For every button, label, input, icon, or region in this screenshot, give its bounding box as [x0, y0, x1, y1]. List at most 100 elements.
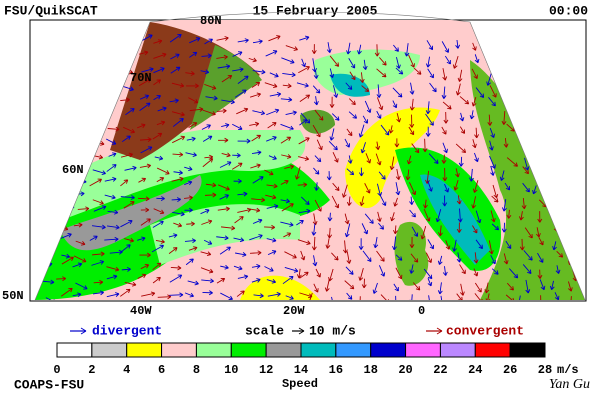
- wind-arrow: [285, 45, 298, 51]
- wind-arrow: [185, 152, 197, 157]
- wind-arrow: [532, 185, 537, 195]
- wind-arrow: [61, 253, 71, 259]
- wind-arrow: [266, 136, 277, 142]
- wind-arrow: [458, 156, 464, 167]
- wind-arrow: [124, 165, 137, 171]
- wind-arrow: [491, 223, 500, 231]
- wind-arrow: [332, 182, 340, 192]
- wind-arrow: [425, 113, 434, 126]
- wind-arrow: [411, 226, 419, 237]
- wind-arrow: [169, 98, 179, 104]
- wind-arrow: [459, 264, 466, 275]
- wind-arrow: [346, 292, 353, 300]
- wind-arrow: [153, 52, 167, 59]
- wind-arrow: [455, 39, 461, 49]
- wind-arrow: [105, 138, 117, 145]
- wind-arrow: [344, 213, 350, 225]
- wind-arrow: [153, 208, 165, 215]
- wind-arrow: [489, 155, 496, 169]
- wind-arrow: [138, 78, 152, 87]
- wind-arrow: [200, 251, 212, 257]
- wind-arrow: [154, 155, 164, 161]
- wind-arrow: [538, 295, 544, 300]
- colorbar-box: [195, 342, 232, 358]
- wind-arrow: [187, 280, 199, 286]
- wind-arrow: [586, 126, 593, 137]
- wind-arrow: [172, 118, 184, 127]
- wind-arrow: [237, 38, 249, 44]
- colorbar-tick-label: 18: [364, 363, 378, 377]
- wind-arrow: [438, 225, 443, 237]
- wind-arrow: [184, 195, 193, 201]
- wind-arrow: [264, 266, 274, 272]
- wind-arrow: [89, 178, 103, 187]
- wind-arrow: [406, 155, 412, 165]
- wind-arrow: [205, 182, 217, 188]
- colorbar: 0 2 4 6 8 10 12 14 16 18 20 22 24 26 28 m/s: [53, 342, 579, 377]
- wind-arrow: [376, 68, 387, 78]
- wind-arrow: [280, 136, 292, 144]
- wind-arrow: [221, 99, 235, 105]
- wind-arrow: [92, 199, 104, 205]
- wind-arrow: [518, 211, 524, 221]
- wind-arrow: [315, 268, 321, 278]
- wind-arrow: [587, 238, 591, 250]
- wind-arrow: [538, 237, 544, 246]
- lat-label: 50N: [2, 289, 24, 303]
- wind-arrow: [441, 86, 447, 99]
- wind-arrow: [444, 183, 449, 193]
- wind-arrow: [231, 162, 243, 170]
- wind-arrow: [537, 269, 543, 279]
- wind-arrow: [251, 134, 262, 142]
- wind-arrow: [490, 254, 496, 265]
- wind-arrow: [373, 236, 379, 249]
- wind-arrow: [299, 94, 311, 103]
- wind-arrow: [121, 266, 131, 272]
- colorbar-tick-label: 4: [123, 363, 130, 377]
- author: Yan Gu: [549, 377, 590, 392]
- wind-arrow: [427, 295, 433, 300]
- wind-arrow: [457, 69, 463, 82]
- wind-arrow: [123, 201, 135, 209]
- wind-arrow: [487, 114, 493, 126]
- wind-arrow: [153, 95, 161, 101]
- wind-arrow: [104, 194, 116, 200]
- wind-arrow: [361, 85, 370, 93]
- wind-arrow: [346, 42, 351, 55]
- wind-arrow: [420, 226, 427, 240]
- wind-arrow: [300, 250, 306, 261]
- wind-arrow: [139, 102, 151, 111]
- wind-arrow: [346, 251, 352, 264]
- wind-arrow: [201, 278, 214, 284]
- wind-arrow: [342, 240, 348, 254]
- wind-arrow: [390, 212, 395, 222]
- wind-arrow: [425, 252, 432, 263]
- wind-arrow: [106, 164, 117, 172]
- wind-arrow: [456, 293, 463, 300]
- lon-label: 0: [418, 304, 425, 318]
- wind-arrow: [77, 206, 90, 212]
- wind-arrow: [91, 260, 105, 266]
- wind-arrow: [284, 251, 297, 259]
- lat-label: 60N: [62, 163, 84, 177]
- wind-arrow: [72, 262, 83, 268]
- wind-arrow: [268, 155, 277, 160]
- colorbar-box: [370, 342, 407, 358]
- wind-arrow: [234, 89, 247, 98]
- wind-arrow: [252, 176, 264, 184]
- wind-arrow: [491, 195, 499, 203]
- greenland-coast: [190, 45, 262, 130]
- wind-arrow: [412, 282, 421, 291]
- source: FSU/QuikSCAT: [4, 3, 98, 18]
- wind-arrow: [444, 55, 451, 65]
- wind-arrow: [184, 166, 193, 171]
- wind-arrow: [106, 292, 120, 298]
- wind-arrow: [376, 211, 382, 222]
- wind-arrow: [106, 266, 120, 272]
- wind-arrow: [428, 153, 439, 164]
- wind-arrow: [169, 274, 183, 283]
- colorbar-box: [300, 342, 337, 358]
- wind-arrow: [378, 222, 384, 230]
- wind-arrow: [552, 241, 557, 251]
- wind-arrow: [364, 213, 374, 224]
